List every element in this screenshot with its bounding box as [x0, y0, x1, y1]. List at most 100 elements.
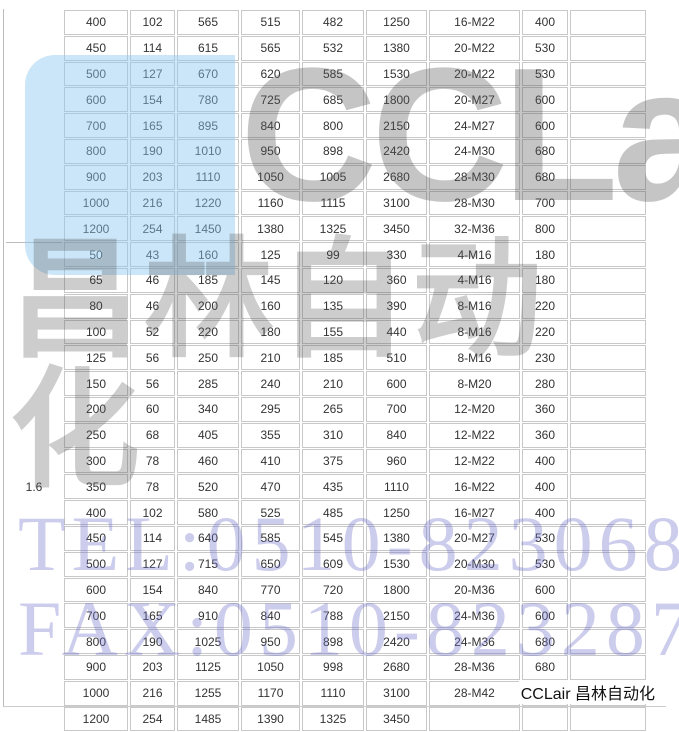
table-cell	[570, 190, 646, 216]
table-cell: 24-M27	[429, 113, 520, 138]
table-cell: 43	[130, 242, 175, 267]
table-cell	[570, 164, 646, 190]
table-cell: 485	[302, 500, 364, 525]
table-cell: 950	[241, 629, 300, 654]
table-cell: 720	[302, 577, 364, 603]
table-cell: 700	[522, 190, 568, 216]
data-table: 400 102 565 515 482 1250 16-M22 400 450 114 615 565…	[4, 9, 648, 732]
table-cell: 1530	[366, 61, 427, 87]
table-cell: 1115	[302, 190, 364, 216]
table-cell: 4-M16	[429, 242, 520, 267]
table-cell: 216	[130, 680, 175, 706]
table-row: 800 190 1025 950 898 2420 24-M36 680	[6, 629, 646, 654]
table-cell: 52	[130, 319, 175, 345]
table-cell	[570, 267, 646, 293]
table-cell: 265	[302, 396, 364, 422]
table-cell	[570, 293, 646, 319]
table-cell: 216	[130, 190, 175, 216]
table-cell: 530	[522, 61, 568, 87]
table-cell: 615	[177, 35, 239, 61]
table-cell: 16-M22	[429, 474, 520, 500]
table-cell: 20-M22	[429, 61, 520, 87]
table-row: 700 165 910 840 788 2150 24-M36 600	[6, 603, 646, 629]
table-cell	[570, 319, 646, 345]
table-cell: 500	[64, 551, 128, 577]
table-row: 600 154 840 770 720 1800 20-M36 600	[6, 577, 646, 603]
table-cell: 2680	[366, 164, 427, 190]
table-cell: 135	[302, 293, 364, 319]
table-cell: 190	[130, 629, 175, 654]
table-cell	[570, 448, 646, 474]
table-cell: 20-M27	[429, 87, 520, 113]
table-cell: 532	[302, 35, 364, 61]
table-cell: 355	[241, 422, 300, 448]
table-cell: 840	[241, 113, 300, 138]
table-row: 800 190 1010 950 898 2420 24-M30 680	[6, 138, 646, 164]
table-cell	[570, 422, 646, 448]
table-cell: 530	[522, 551, 568, 577]
table-cell: 160	[177, 242, 239, 267]
table-cell: 770	[241, 577, 300, 603]
table-row: 1200 254 1450 1380 1325 3450 32-M36 800	[6, 216, 646, 242]
table-row: 500 127 715 650 609 1530 20-M30 530	[6, 551, 646, 577]
table-cell: 28-M36	[429, 654, 520, 680]
table-cell: 190	[130, 138, 175, 164]
table-cell: 600	[522, 577, 568, 603]
table-cell: 56	[130, 371, 175, 396]
table-cell: 620	[241, 61, 300, 87]
table-cell: 788	[302, 603, 364, 629]
table-cell	[570, 216, 646, 242]
table-cell: 220	[522, 293, 568, 319]
table-cell: 390	[366, 293, 427, 319]
table-cell: 1110	[177, 164, 239, 190]
table-cell: 24-M36	[429, 603, 520, 629]
table-cell: 154	[130, 87, 175, 113]
table-cell: 545	[302, 525, 364, 551]
table-cell: 300	[64, 448, 128, 474]
table-cell: 127	[130, 551, 175, 577]
table-cell: 715	[177, 551, 239, 577]
table-row: 150 56 285 240 210 600 8-M20 280	[6, 371, 646, 396]
table-cell: 145	[241, 267, 300, 293]
table-cell: 32-M36	[429, 216, 520, 242]
table-cell: 400	[64, 10, 128, 35]
table-cell	[570, 61, 646, 87]
table-cell	[570, 345, 646, 371]
table-cell: 24-M36	[429, 629, 520, 654]
table-cell: 78	[130, 474, 175, 500]
table-cell: 20-M30	[429, 551, 520, 577]
table-cell: 250	[64, 422, 128, 448]
table-cell	[570, 87, 646, 113]
table-cell: 46	[130, 267, 175, 293]
table-cell: 180	[522, 242, 568, 267]
flange-dimension-table: 400 102 565 515 482 1250 16-M22 400 450 114 615 565…	[3, 9, 666, 732]
table-cell: 1025	[177, 629, 239, 654]
table-cell: 2420	[366, 138, 427, 164]
table-cell: 220	[522, 319, 568, 345]
table-row: 80 46 200 160 135 390 8-M16 220	[6, 293, 646, 319]
table-cell: 450	[64, 35, 128, 61]
table-cell: 840	[366, 422, 427, 448]
table-cell: 28-M30	[429, 164, 520, 190]
table-cell	[429, 706, 520, 732]
table-cell: 510	[366, 345, 427, 371]
table-cell: 165	[130, 603, 175, 629]
table-cell: 840	[241, 603, 300, 629]
table-cell: 114	[130, 525, 175, 551]
table-cell: 360	[366, 267, 427, 293]
table-cell: 350	[64, 474, 128, 500]
table-row: 65 46 185 145 120 360 4-M16 180	[6, 267, 646, 293]
table-row: 350 78 520 470 435 1110 16-M22 400	[6, 474, 646, 500]
table-row: 700 165 895 840 800 2150 24-M27 600	[6, 113, 646, 138]
table-cell: 185	[177, 267, 239, 293]
table-cell: 1110	[302, 680, 364, 706]
table-row: 600 154 780 725 685 1800 20-M27 600	[6, 87, 646, 113]
table-cell: 16-M27	[429, 500, 520, 525]
table-cell	[570, 35, 646, 61]
table-cell: 250	[177, 345, 239, 371]
table-row: 1000 216 1220 1160 1115 3100 28-M30 700	[6, 190, 646, 216]
table-cell: 609	[302, 551, 364, 577]
table-cell: 330	[366, 242, 427, 267]
table-cell: 800	[302, 113, 364, 138]
table-cell: 24-M30	[429, 138, 520, 164]
